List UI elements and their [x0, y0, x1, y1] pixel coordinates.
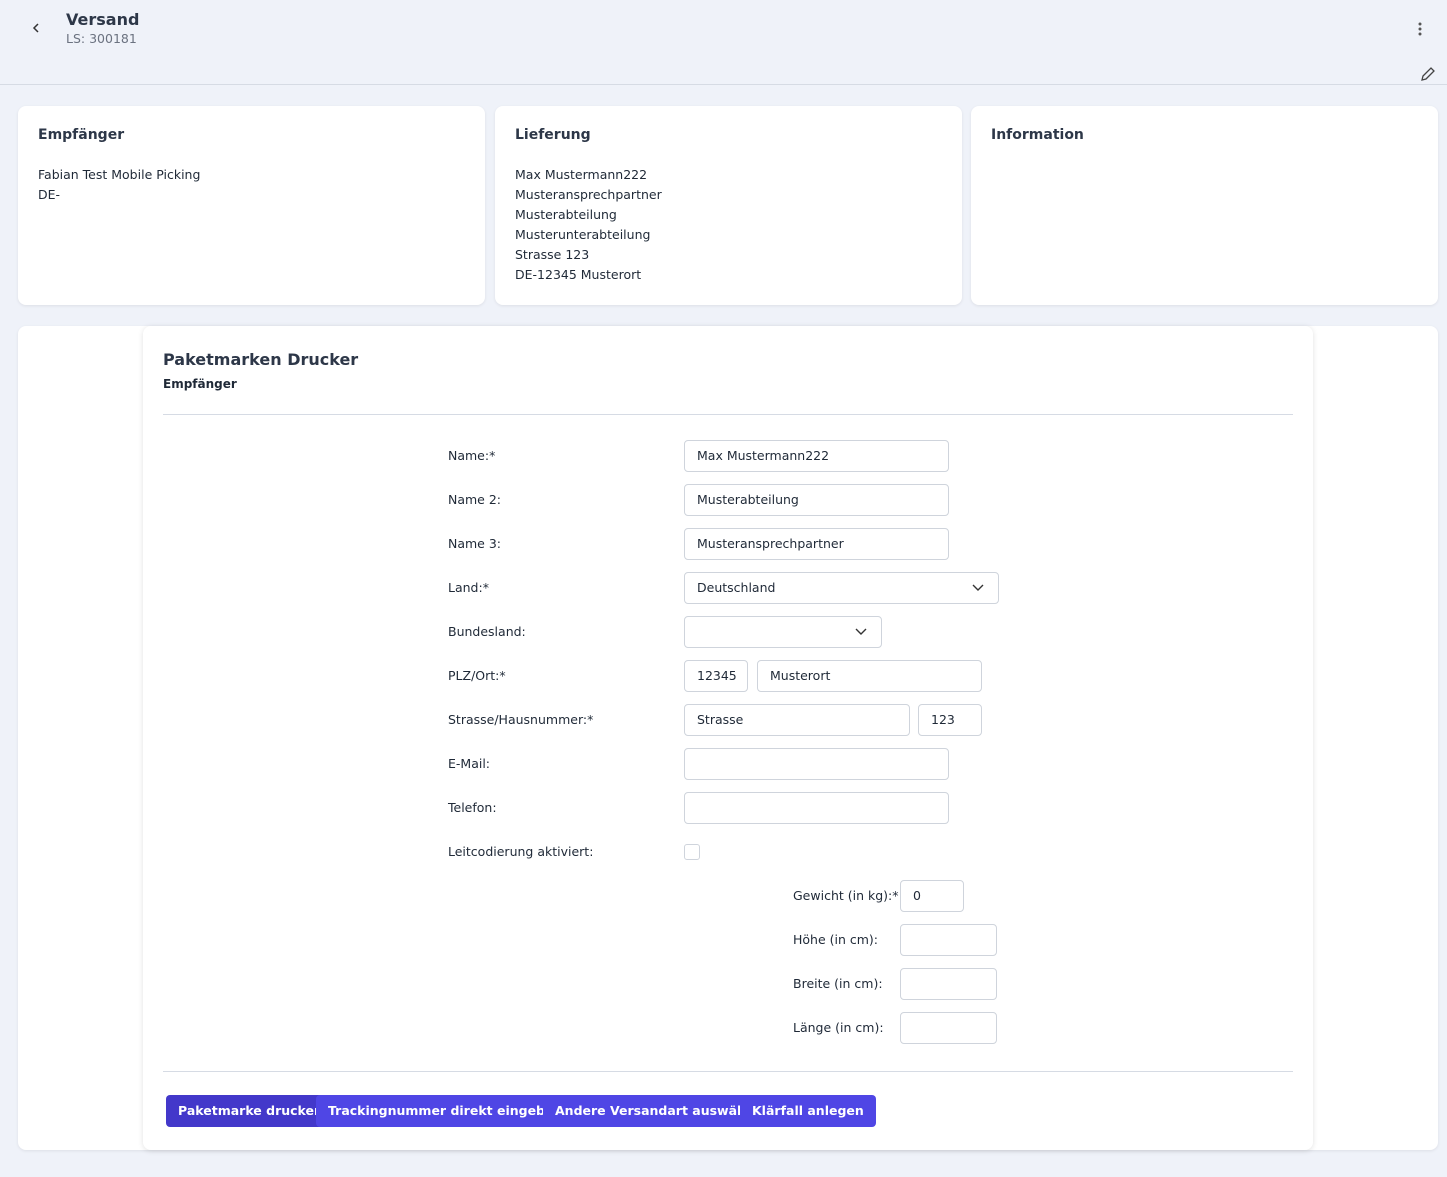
header: Versand LS: 300181	[0, 0, 1447, 85]
card-line: Musterabteilung	[515, 207, 617, 222]
text-input[interactable]: Max Mustermann222	[684, 440, 949, 472]
card-line: DE-	[38, 187, 61, 202]
card-line: DE-12345 Musterort	[515, 267, 642, 282]
text-input[interactable]	[900, 924, 997, 956]
select[interactable]	[684, 616, 882, 648]
text-input[interactable]	[684, 748, 949, 780]
checkbox[interactable]	[684, 844, 700, 860]
menu-button[interactable]	[1412, 20, 1428, 38]
field-label: Name 3:	[448, 536, 502, 551]
field-label: Bundesland:	[448, 624, 526, 639]
info-card: Empfänger Fabian Test Mobile Picking DE-	[18, 106, 485, 305]
text-input[interactable]: 123	[918, 704, 982, 736]
field-label: Telefon:	[448, 800, 497, 815]
page-title: Versand	[66, 10, 140, 29]
text-input[interactable]	[900, 1012, 997, 1044]
text-input[interactable]	[684, 792, 949, 824]
card-line: Fabian Test Mobile Picking	[38, 167, 201, 182]
text-input[interactable]: Strasse	[684, 704, 910, 736]
field-label: PLZ/Ort:*	[448, 668, 506, 683]
text-input[interactable]: Musteransprechpartner	[684, 528, 949, 560]
action-button[interactable]: Paketmarke drucken	[166, 1095, 335, 1127]
field-label: Höhe (in cm):	[793, 932, 879, 947]
form-title: Paketmarken Drucker	[163, 350, 359, 369]
text-input[interactable]: 0	[900, 880, 964, 912]
card-title: Information	[991, 127, 1084, 143]
select[interactable]: Deutschland	[684, 572, 999, 604]
card-line: Musterunterabteilung	[515, 227, 651, 242]
text-input[interactable]: 12345	[684, 660, 748, 692]
field-label: Name 2:	[448, 492, 502, 507]
edit-button[interactable]	[1419, 65, 1437, 83]
card-line: Musteransprechpartner	[515, 187, 662, 202]
field-label: Länge (in cm):	[793, 1020, 884, 1035]
card-title: Lieferung	[515, 127, 591, 143]
back-button[interactable]	[28, 20, 44, 36]
page-subtitle: LS: 300181	[66, 31, 137, 46]
field-label: Leitcodierung aktiviert:	[448, 844, 594, 859]
text-input[interactable]: Musterort	[757, 660, 982, 692]
card-line: Strasse 123	[515, 247, 590, 262]
action-button[interactable]: Klärfall anlegen	[740, 1095, 876, 1127]
divider	[163, 1071, 1293, 1072]
divider	[163, 414, 1293, 415]
field-label: E-Mail:	[448, 756, 491, 771]
info-card: Information	[971, 106, 1438, 305]
field-label: Land:*	[448, 580, 489, 595]
field-label: Name:*	[448, 448, 496, 463]
field-label: Strasse/Hausnummer:*	[448, 712, 594, 727]
form-subtitle: Empfänger	[163, 377, 237, 391]
info-card: Lieferung Max Mustermann222 Musteransprech…	[495, 106, 962, 305]
card-title: Empfänger	[38, 127, 125, 143]
field-label: Breite (in cm):	[793, 976, 883, 991]
action-button[interactable]: Trackingnummer direkt eingeben	[316, 1095, 575, 1127]
field-label: Gewicht (in kg):*	[793, 888, 899, 903]
card-line: Max Mustermann222	[515, 167, 648, 182]
text-input[interactable]: Musterabteilung	[684, 484, 949, 516]
text-input[interactable]	[900, 968, 997, 1000]
